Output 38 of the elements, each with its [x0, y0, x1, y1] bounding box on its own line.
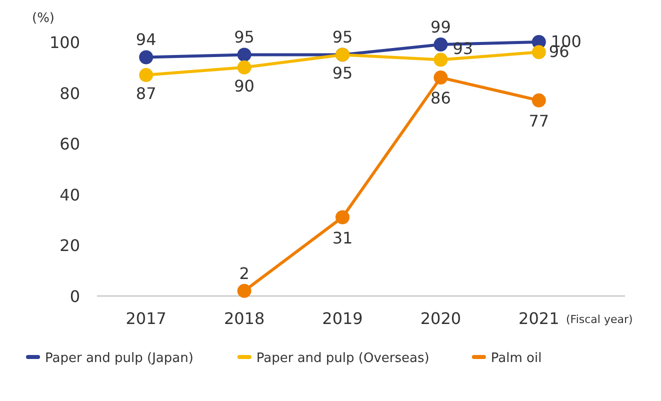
y-tick-label: 80 [60, 84, 80, 103]
legend-label: Paper and pulp (Japan) [45, 351, 194, 366]
point [434, 38, 448, 52]
x-tick-label: 2021 [518, 309, 560, 328]
point [532, 45, 546, 60]
data-label: 99 [430, 18, 451, 37]
data-label: 86 [430, 88, 451, 108]
legend-label: Paper and pulp (Overseas) [256, 351, 430, 366]
data-label: 94 [136, 30, 156, 50]
point [336, 210, 350, 224]
y-tick-label: 0 [70, 287, 80, 306]
data-label: 2 [239, 264, 250, 283]
x-tick-label: 2019 [322, 309, 363, 328]
y-tick-label: 60 [60, 134, 80, 154]
y-tick-label: 20 [60, 236, 80, 256]
data-label: 87 [136, 84, 156, 104]
data-label: 95 [332, 28, 353, 47]
point [237, 48, 252, 62]
x-tick-label: 2018 [224, 309, 265, 328]
data-label: 95 [234, 28, 254, 47]
point [139, 50, 154, 64]
data-label: 77 [528, 111, 550, 130]
x-tick-label: 2020 [420, 309, 462, 328]
point [434, 70, 448, 85]
y-tick-label: 100 [49, 33, 80, 52]
data-label: 31 [332, 228, 353, 248]
point [139, 68, 154, 82]
data-label: 90 [234, 76, 254, 96]
x-tick-label: 2017 [126, 309, 166, 328]
data-label: 95 [332, 64, 353, 83]
point [434, 52, 448, 67]
y-tick-label: 40 [60, 185, 80, 204]
point [237, 284, 252, 298]
point [237, 60, 252, 74]
point [532, 93, 546, 108]
legend-label: Palm oil [490, 351, 542, 366]
x-axis-title: (Fiscal year) [566, 313, 633, 326]
y-axis-title: (%) [32, 11, 54, 26]
